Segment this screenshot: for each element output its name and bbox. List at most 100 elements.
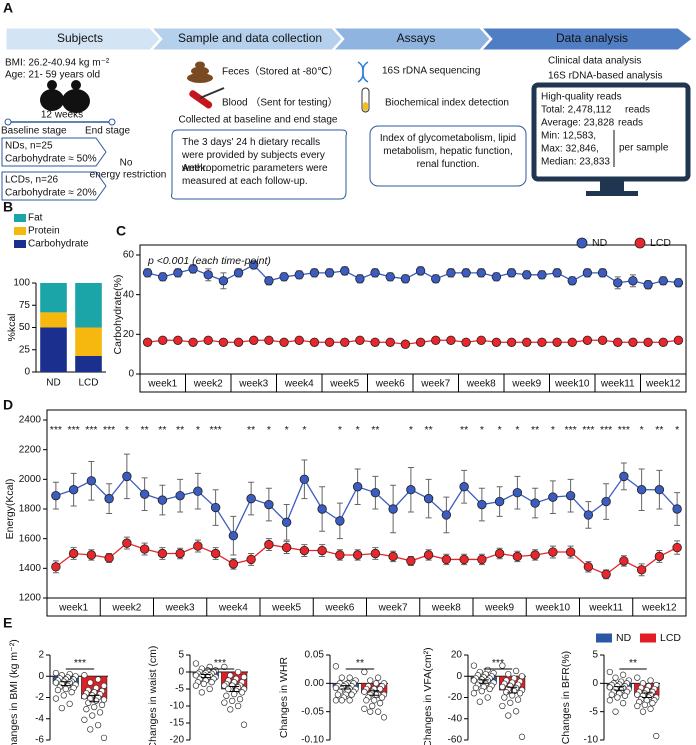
group-text: Carbohydrate ≈ 20% <box>5 188 97 199</box>
data-point <box>227 706 234 713</box>
age-text: Age: 21- 59 years old <box>5 70 100 81</box>
data-point <box>478 687 485 695</box>
data-point <box>501 694 508 701</box>
data-point <box>96 709 104 716</box>
data-point <box>537 337 547 347</box>
data-point <box>385 272 395 282</box>
data-point <box>522 337 532 347</box>
data-point <box>374 674 382 681</box>
significance: * <box>302 424 306 436</box>
significance: * <box>267 424 271 436</box>
legend-label: ND <box>616 632 632 644</box>
data-point <box>653 732 660 740</box>
end-text: End stage <box>85 126 130 137</box>
data-point <box>552 337 562 347</box>
legend-swatch <box>14 240 26 248</box>
data-point <box>335 550 345 560</box>
reads-min: Min: 12,583, <box>541 131 596 142</box>
data-point <box>423 493 434 504</box>
x-tick-label: week5 <box>271 603 301 614</box>
data-point <box>348 691 355 698</box>
data-point <box>340 266 350 276</box>
data-point <box>470 677 478 684</box>
monitor-base <box>586 191 638 196</box>
x-tick-label: week12 <box>645 379 681 390</box>
significance: ** <box>247 424 255 436</box>
significance: *** <box>85 424 97 436</box>
data-point <box>229 697 236 705</box>
significance: *** <box>214 657 226 669</box>
error-bar <box>478 679 489 684</box>
data-point <box>441 510 452 520</box>
feces-icon <box>187 61 213 83</box>
data-point <box>499 702 506 710</box>
data-point <box>499 662 506 669</box>
data-point <box>522 270 532 280</box>
significance: *** <box>564 424 576 436</box>
y-tick-label: 2 <box>38 650 44 661</box>
data-point <box>512 667 520 675</box>
x-tick-label: week10 <box>535 603 571 614</box>
data-point <box>100 734 108 742</box>
feces-text: Feces（Stored at -80℃） <box>222 66 338 78</box>
data-point <box>51 562 61 572</box>
data-point <box>619 671 627 678</box>
data-point <box>228 531 239 541</box>
data-point <box>264 539 274 550</box>
data-point <box>494 496 505 507</box>
data-point <box>104 553 114 563</box>
data-point <box>98 701 106 709</box>
significance: * <box>125 424 129 436</box>
significance: *** <box>67 424 79 436</box>
data-point <box>376 700 384 707</box>
step-arrow <box>332 27 491 51</box>
data-point <box>361 688 368 695</box>
significance: * <box>498 424 502 436</box>
error-bar <box>229 685 240 693</box>
data-point <box>612 708 619 715</box>
data-point <box>619 700 627 707</box>
data-point <box>193 486 203 496</box>
data-point <box>249 335 259 345</box>
data-point <box>234 668 242 676</box>
x-tick-label: week4 <box>284 379 314 390</box>
data-point <box>361 668 368 676</box>
data-point <box>281 517 292 528</box>
data-point <box>198 689 205 696</box>
data-point <box>491 337 502 347</box>
x-tick-label: week8 <box>466 379 496 390</box>
significance: ** <box>176 424 184 436</box>
significance: *** <box>492 657 504 669</box>
group-text: NDs, n=25 <box>5 141 53 152</box>
x-tick-label: week2 <box>111 603 141 614</box>
data-point <box>512 551 523 562</box>
x-tick-label: ND <box>46 378 60 389</box>
data-point <box>233 268 244 278</box>
y-tick-label: 0 <box>38 671 44 682</box>
plot-frame <box>139 244 687 393</box>
data-point <box>158 272 168 282</box>
data-point <box>86 476 97 486</box>
significance: * <box>551 424 555 436</box>
data-point <box>83 706 90 713</box>
data-point <box>234 702 242 710</box>
data-point <box>372 680 380 687</box>
error-bar <box>614 686 625 691</box>
legend-label: Carbohydrate <box>28 239 89 250</box>
y-tick-label: -10 <box>170 701 185 712</box>
data-point <box>628 276 638 286</box>
significance: ** <box>655 424 663 436</box>
significance: * <box>640 424 644 436</box>
data-point <box>142 337 153 347</box>
data-point <box>221 682 228 689</box>
significance: *** <box>50 424 62 436</box>
index-text: Index of glycometabolism, lipid metaboli… <box>379 133 517 170</box>
panel-label: B <box>3 199 13 215</box>
data-point <box>89 712 96 719</box>
y-tick-label: 75 <box>19 300 31 311</box>
data-point <box>518 733 526 740</box>
data-point <box>649 700 656 707</box>
group-text: LCDs, n=26 <box>5 175 59 186</box>
data-point <box>142 268 153 278</box>
